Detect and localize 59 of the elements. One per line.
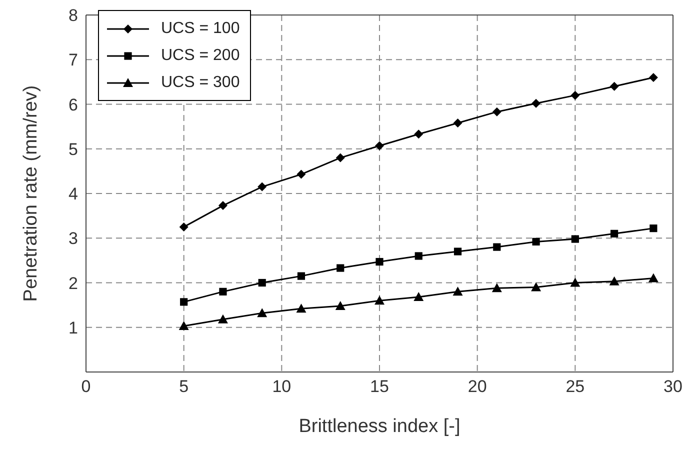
point — [219, 288, 227, 296]
x-tick-label: 25 — [566, 377, 585, 396]
point — [296, 304, 306, 313]
point — [532, 98, 541, 108]
point — [532, 238, 540, 246]
point — [374, 296, 384, 305]
point — [258, 182, 267, 192]
legend-label: UCS = 300 — [161, 74, 240, 92]
legend-label: UCS = 100 — [161, 20, 240, 38]
point — [570, 278, 580, 287]
point — [258, 278, 266, 287]
point — [336, 264, 344, 272]
x-tick-label: 30 — [664, 377, 682, 396]
point — [454, 248, 462, 256]
point — [414, 252, 422, 260]
y-tick-label: 7 — [68, 50, 78, 70]
point — [648, 273, 658, 282]
point — [453, 118, 462, 128]
point — [493, 243, 501, 251]
point — [452, 286, 463, 296]
y-axis-title: Penetration rate (mm/rev) — [20, 85, 42, 302]
legend-label: UCS = 200 — [161, 46, 240, 64]
y-tick-label: 1 — [68, 318, 78, 338]
y-tick-label: 5 — [68, 140, 78, 159]
x-axis-title: Brittleness index [-] — [298, 416, 460, 437]
point — [610, 230, 618, 238]
point — [180, 298, 188, 306]
point — [376, 258, 384, 266]
y-tick-label: 6 — [68, 95, 78, 114]
y-tick-label: 8 — [68, 6, 78, 26]
point — [297, 272, 306, 280]
point — [531, 282, 542, 292]
x-tick-label: 20 — [468, 377, 487, 396]
y-tick-label: 2 — [68, 274, 78, 293]
point — [296, 170, 306, 179]
point — [650, 224, 658, 232]
x-tick-label: 5 — [179, 377, 189, 396]
point — [336, 153, 345, 162]
point — [570, 90, 580, 100]
point — [218, 201, 228, 210]
point — [414, 292, 424, 302]
point — [610, 82, 619, 91]
x-tick-label: 15 — [370, 377, 389, 396]
point — [335, 300, 346, 310]
point — [178, 321, 189, 330]
point — [218, 314, 228, 324]
point — [179, 222, 188, 232]
y-tick-label: 4 — [68, 184, 78, 204]
point — [257, 308, 268, 318]
point — [571, 235, 579, 243]
x-tick-label: 0 — [81, 377, 91, 396]
point — [609, 276, 620, 286]
point — [492, 107, 502, 116]
point — [648, 72, 658, 82]
y-tick-label: 3 — [68, 229, 78, 248]
point — [492, 283, 502, 292]
point — [414, 130, 424, 139]
x-tick-label: 10 — [272, 377, 292, 396]
point — [375, 141, 384, 150]
